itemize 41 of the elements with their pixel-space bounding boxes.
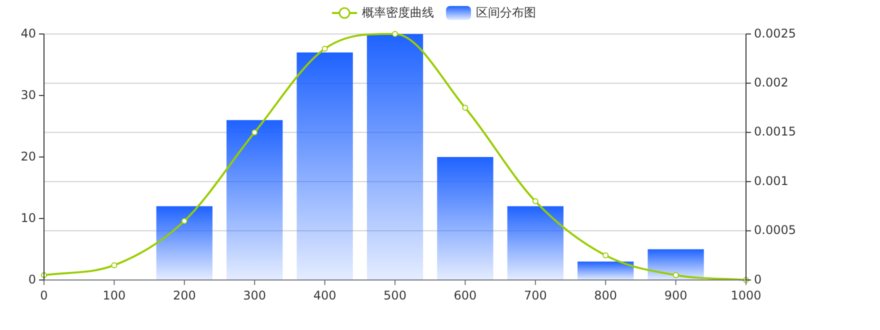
y-tick-label: 20 — [20, 149, 36, 164]
x-tick-label: 300 — [243, 288, 266, 302]
x-tick-label: 600 — [454, 288, 477, 302]
bar — [507, 206, 564, 280]
y2-tick-label: 0.001 — [754, 174, 788, 188]
point — [181, 218, 188, 224]
y-tick-label: 0 — [28, 272, 36, 286]
x-tick-label: 0 — [40, 288, 48, 302]
bar — [578, 262, 634, 280]
y2-tick-label: 0.0005 — [754, 223, 796, 238]
point — [322, 46, 328, 52]
legend-label: 区间分布图 — [476, 5, 536, 20]
y-tick-label: 10 — [20, 210, 36, 225]
bar — [226, 120, 283, 280]
point — [392, 31, 398, 37]
y2-tick-label: 0.0025 — [754, 26, 796, 40]
point — [252, 129, 258, 136]
bar — [296, 52, 353, 280]
point — [111, 262, 118, 268]
x-tick-label: 700 — [524, 288, 547, 302]
legend-label: 概率密度曲线 — [362, 5, 434, 20]
point — [602, 252, 609, 258]
y2-tick-label: 0.0015 — [754, 124, 796, 139]
y2-tick-label: 0 — [754, 272, 762, 286]
x-tick-label: 400 — [313, 288, 336, 302]
bar — [437, 157, 494, 280]
x-tick-label: 1000 — [730, 288, 762, 302]
bar — [366, 34, 424, 280]
bar — [156, 206, 212, 280]
point — [532, 198, 538, 204]
x-tick-label: 100 — [102, 288, 126, 302]
y-tick-label: 30 — [20, 88, 36, 102]
point — [672, 272, 679, 278]
point — [462, 104, 468, 111]
x-tick-label: 200 — [172, 288, 196, 302]
x-tick-label: 500 — [384, 288, 406, 302]
y2-tick-label: 0.002 — [754, 75, 788, 90]
y-tick-label: 40 — [20, 26, 36, 40]
x-tick-label: 900 — [664, 288, 688, 302]
bar — [648, 249, 704, 280]
x-tick-label: 800 — [594, 288, 618, 302]
